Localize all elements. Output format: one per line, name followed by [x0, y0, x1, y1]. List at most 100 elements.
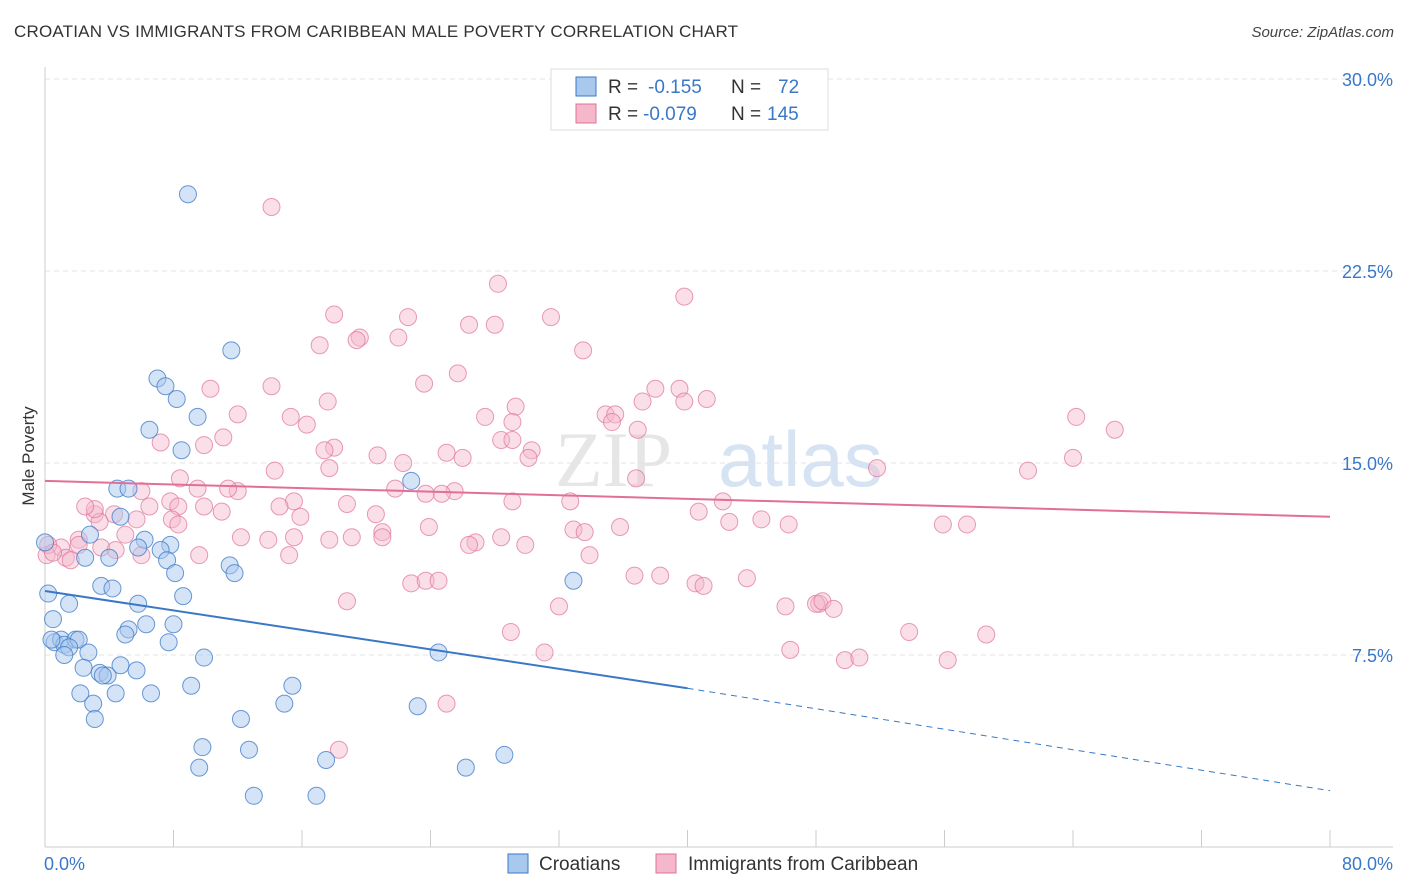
- legend-swatch-caribbean: [575, 103, 597, 124]
- caribbean-point: [561, 492, 580, 511]
- croatians-point: [44, 610, 63, 629]
- caribbean-point: [694, 576, 713, 595]
- croatians-point: [495, 745, 514, 764]
- y-tick-label: 7.5%: [1352, 646, 1393, 666]
- caribbean-point: [453, 448, 472, 467]
- caribbean-point: [564, 520, 583, 539]
- caribbean-point: [342, 528, 361, 547]
- caribbean-point: [720, 512, 739, 531]
- caribbean-point: [284, 492, 303, 511]
- croatians-point: [188, 407, 207, 426]
- caribbean-point: [977, 625, 996, 644]
- gridlines: [45, 78, 1393, 656]
- croatians-point: [106, 684, 125, 703]
- legend-r-label: R =: [608, 77, 638, 98]
- caribbean-point: [366, 505, 385, 524]
- caribbean-point: [596, 405, 615, 424]
- caribbean-point: [337, 494, 356, 513]
- caribbean-point: [284, 528, 303, 547]
- caribbean-point: [394, 454, 413, 472]
- caribbean-point: [416, 484, 435, 503]
- croatians-point: [239, 740, 258, 759]
- croatians-point: [164, 615, 183, 634]
- caribbean-point: [675, 392, 694, 411]
- croatians-point: [166, 564, 185, 583]
- caribbean-point: [262, 377, 281, 396]
- caribbean-point: [429, 571, 448, 590]
- croatians-trend-extension: [687, 687, 1331, 792]
- croatians-point: [129, 538, 148, 557]
- caribbean-point: [259, 530, 278, 549]
- legend-swatch-croatians: [575, 76, 597, 97]
- caribbean-point: [310, 336, 329, 355]
- series-caribbean-points: [37, 198, 1124, 759]
- trend-lines: [44, 479, 1331, 792]
- croatians-point: [111, 507, 130, 526]
- y-tick-label: 22.5%: [1342, 262, 1393, 282]
- croatians-point: [55, 646, 74, 664]
- croatians-point: [317, 750, 336, 769]
- caribbean-point: [697, 390, 716, 408]
- croatians-point: [172, 441, 191, 460]
- tick-labels: 7.5% 15.0% 22.5% 30.0% 0.0% 80.0%: [44, 70, 1393, 874]
- croatians-point: [178, 185, 197, 204]
- caribbean-point: [713, 492, 732, 511]
- caribbean-point: [868, 459, 887, 478]
- caribbean-point: [419, 518, 438, 536]
- caribbean-point: [228, 405, 247, 424]
- caribbean-point: [646, 379, 665, 398]
- caribbean-point: [460, 315, 479, 334]
- axes: [44, 67, 1393, 848]
- caribbean-point: [270, 497, 289, 516]
- caribbean-point: [675, 287, 694, 306]
- caribbean-point: [781, 640, 800, 659]
- caribbean-point: [329, 740, 348, 759]
- caribbean-point: [1067, 407, 1086, 426]
- caribbean-point: [116, 525, 135, 544]
- croatians-point: [158, 551, 177, 570]
- croatians-point: [127, 661, 146, 680]
- caribbean-point: [201, 379, 220, 398]
- croatians-point: [140, 420, 159, 439]
- croatians-point: [182, 676, 201, 695]
- legend-n-value: 72: [778, 77, 799, 98]
- caribbean-point: [519, 448, 538, 467]
- caribbean-point: [399, 308, 418, 327]
- croatians-point: [74, 658, 93, 677]
- croatians-point: [71, 684, 90, 703]
- caribbean-point: [170, 469, 189, 488]
- y-tick-label: 15.0%: [1342, 454, 1393, 474]
- caribbean-point: [437, 694, 456, 713]
- watermark-atlas: atlas: [718, 415, 883, 503]
- caribbean-point: [541, 308, 560, 327]
- caribbean-point: [574, 341, 593, 360]
- croatians-point: [193, 738, 212, 757]
- legend-n-label: N =: [731, 104, 761, 125]
- caribbean-point: [651, 566, 670, 585]
- croatians-trend-line: [44, 590, 688, 690]
- caribbean-point: [127, 510, 146, 529]
- caribbean-point: [416, 571, 435, 590]
- caribbean-point: [752, 510, 771, 529]
- x-tick-label: 80.0%: [1342, 854, 1393, 874]
- croatians-point: [42, 630, 61, 649]
- caribbean-point: [506, 397, 525, 416]
- caribbean-point: [297, 415, 316, 434]
- caribbean-point: [835, 651, 854, 670]
- caribbean-point: [389, 328, 408, 347]
- caribbean-point: [488, 274, 507, 293]
- caribbean-point: [633, 392, 652, 411]
- croatians-point: [408, 697, 427, 716]
- croatians-point: [283, 676, 302, 695]
- caribbean-point: [850, 648, 869, 667]
- y-tick-label: 30.0%: [1342, 70, 1393, 90]
- caribbean-point: [437, 443, 456, 462]
- croatians-point: [79, 643, 98, 662]
- y-axis-title: Male Poverty: [19, 406, 38, 506]
- croatians-point: [456, 758, 475, 777]
- x-tick-label: 0.0%: [44, 854, 85, 874]
- caribbean-point: [76, 497, 95, 516]
- legend-swatch-caribbean: [655, 853, 677, 874]
- legend-label-caribbean: Immigrants from Caribbean: [688, 854, 918, 875]
